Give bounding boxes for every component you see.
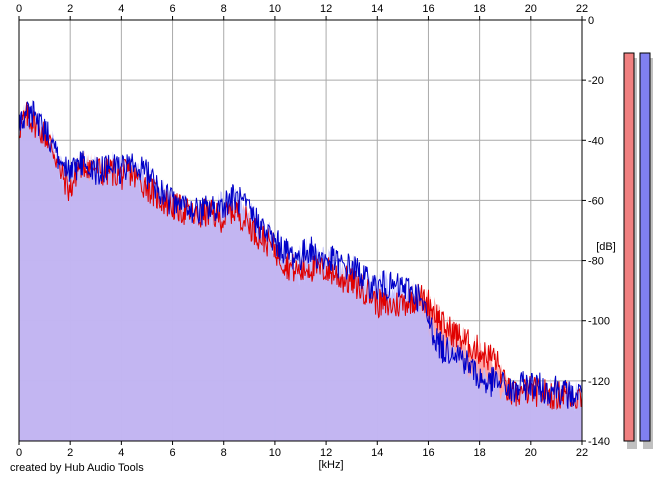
axes — [18, 19, 583, 442]
x-tick-label-bottom: 10 — [269, 447, 281, 459]
x-tick-label-top: 18 — [474, 3, 486, 15]
plot-border — [18, 19, 583, 442]
y-tick-label: -120 — [588, 376, 610, 388]
x-tick-label-bottom: 20 — [525, 447, 537, 459]
x-tick-label-bottom: 8 — [221, 447, 227, 459]
y-tick-label: -80 — [588, 256, 604, 268]
series-1-line — [18, 100, 583, 409]
series-1-fill — [19, 101, 582, 441]
series-0-line — [18, 102, 583, 411]
x-tick-label-top: 22 — [576, 3, 588, 15]
credit-text: created by Hub Audio Tools — [10, 462, 144, 474]
x-tick-label-bottom: 2 — [67, 447, 73, 459]
x-tick-label-top: 12 — [320, 3, 332, 15]
x-axis-label: [kHz] — [318, 459, 343, 471]
x-tick-label-top: 8 — [221, 3, 227, 15]
y-tick-label: 0 — [588, 15, 594, 27]
x-tick-label-bottom: 18 — [474, 447, 486, 459]
left-level-meter — [623, 52, 635, 442]
x-tick-label-top: 10 — [269, 3, 281, 15]
y-axis-label: [dB] — [596, 241, 616, 253]
y-tick-label: -40 — [588, 135, 604, 147]
x-tick-label-bottom: 0 — [16, 447, 22, 459]
series-layer — [18, 100, 583, 442]
x-tick-label-bottom: 12 — [320, 447, 332, 459]
x-tick-label-top: 20 — [525, 3, 537, 15]
x-tick-label-top: 6 — [169, 3, 175, 15]
x-tick-label-bottom: 14 — [371, 447, 383, 459]
x-tick-label-bottom: 4 — [118, 447, 124, 459]
y-tick-label: -60 — [588, 195, 604, 207]
level-meters — [623, 52, 653, 449]
x-tick-label-top: 4 — [118, 3, 124, 15]
y-tick-label: -100 — [588, 316, 610, 328]
x-tick-label-top: 16 — [422, 3, 434, 15]
right-level-meter — [639, 52, 651, 442]
x-tick-label-bottom: 16 — [422, 447, 434, 459]
x-tick-label-top: 14 — [371, 3, 383, 15]
x-tick-label-bottom: 22 — [576, 447, 588, 459]
y-tick-label: -140 — [588, 436, 610, 448]
x-tick-label-top: 2 — [67, 3, 73, 15]
x-tick-label-bottom: 6 — [169, 447, 175, 459]
y-tick-label: -20 — [588, 75, 604, 87]
tick-labels: 002244668810101212141416161818202022220-… — [16, 3, 610, 459]
x-tick-label-top: 0 — [16, 3, 22, 15]
